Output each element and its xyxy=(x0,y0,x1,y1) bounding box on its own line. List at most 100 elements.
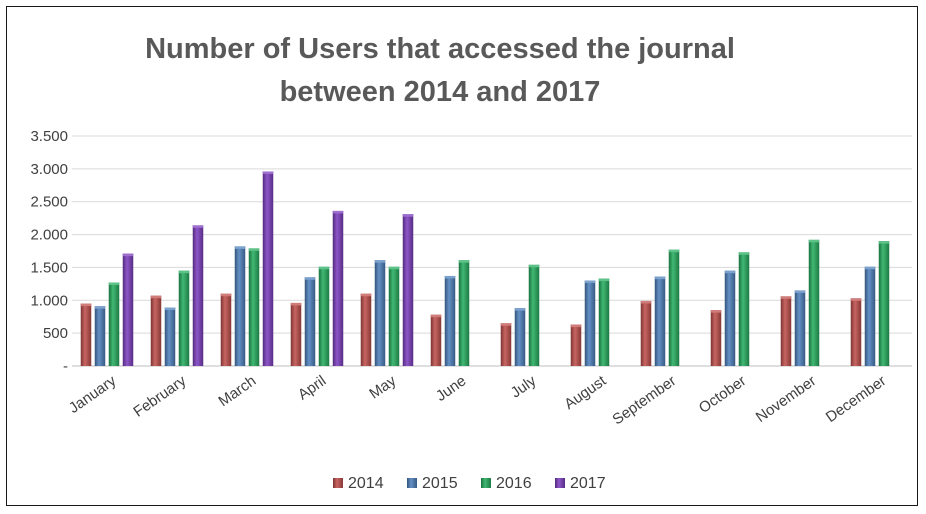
gridlines xyxy=(72,135,912,367)
bar-2017-january xyxy=(122,253,134,366)
bar-2017-may xyxy=(402,214,414,366)
bar-cap xyxy=(374,260,386,263)
bar-2017-february xyxy=(192,225,204,366)
x-tick-label-april: April xyxy=(295,372,329,403)
bar-2014-february xyxy=(150,295,162,366)
bar-2014-august xyxy=(570,324,582,366)
bar-2014-january xyxy=(80,303,92,366)
bar-cap xyxy=(584,280,596,284)
bar-cap xyxy=(150,295,162,299)
x-tick-label-july: July xyxy=(508,372,540,402)
bar-cap xyxy=(234,246,246,249)
legend-label-2016: 2016 xyxy=(496,475,532,492)
bar-cap xyxy=(430,314,442,318)
bar-cap xyxy=(262,171,274,174)
bar-2014-july xyxy=(500,323,512,366)
bar-2016-july xyxy=(528,264,540,366)
legend: 2014 2015 2016 2017 xyxy=(333,475,606,492)
bar-cap xyxy=(514,308,526,311)
bars xyxy=(80,171,890,366)
bar-cap xyxy=(332,210,344,214)
y-tick-label: 1.500 xyxy=(30,259,68,276)
bar-cap xyxy=(248,248,260,251)
chart-title-line-1: Number of Users that accessed the journa… xyxy=(145,33,735,65)
bar-2016-october xyxy=(738,252,750,366)
bar-2016-november xyxy=(808,239,820,366)
bar-2015-november xyxy=(794,290,806,366)
bar-2016-june xyxy=(458,260,470,366)
bar-cap xyxy=(318,266,330,270)
bar-2014-june xyxy=(430,314,442,366)
x-tick-label-august: August xyxy=(561,372,610,413)
x-tick-label-september: September xyxy=(609,372,679,428)
y-tick-label: 3.000 xyxy=(30,161,68,178)
bar-2015-june xyxy=(444,275,456,366)
bar-2015-october xyxy=(724,270,736,366)
bar-cap xyxy=(780,296,792,299)
bar-2014-november xyxy=(780,296,792,366)
bar-cap xyxy=(668,249,680,253)
bar-2017-april xyxy=(332,210,344,366)
bar-2014-march xyxy=(220,293,232,366)
bar-cap xyxy=(94,306,106,309)
x-tick-label-december: December xyxy=(823,372,889,426)
legend-swatch-2014 xyxy=(333,478,343,488)
bar-cap xyxy=(164,307,176,311)
x-tick-label-june: June xyxy=(433,372,469,405)
bar-2014-september xyxy=(640,300,652,366)
bar-2016-december xyxy=(878,241,890,366)
bar-2014-december xyxy=(850,298,862,366)
bar-2016-february xyxy=(178,270,190,366)
bar-2016-september xyxy=(668,249,680,366)
bar-cap xyxy=(290,302,302,306)
bar-cap xyxy=(850,298,862,301)
x-tick-label-january: January xyxy=(66,372,120,417)
bar-cap xyxy=(444,275,456,279)
chart-frame xyxy=(6,6,918,506)
y-tick-label: 500 xyxy=(43,325,68,342)
bar-cap xyxy=(192,225,204,228)
legend-label-2017: 2017 xyxy=(570,475,606,492)
bar-2016-january xyxy=(108,282,120,366)
bar-cap xyxy=(640,300,652,304)
bar-2016-april xyxy=(318,266,330,366)
legend-swatch-2017 xyxy=(555,478,565,488)
x-tick-label-may: May xyxy=(366,372,399,402)
y-tick-label: 3.500 xyxy=(30,128,68,145)
bar-cap xyxy=(304,277,316,280)
bar-cap xyxy=(360,293,372,297)
bar-cap xyxy=(570,324,582,328)
bar-2014-april xyxy=(290,302,302,366)
bar-cap xyxy=(528,264,540,268)
y-tick-label: 2.500 xyxy=(30,194,68,211)
x-tick-label-march: March xyxy=(215,372,259,410)
bar-cap xyxy=(388,266,400,270)
bar-cap xyxy=(220,293,232,297)
bar-cap xyxy=(794,290,806,293)
bar-2016-may xyxy=(388,266,400,366)
bar-cap xyxy=(80,303,92,307)
bar-2015-march xyxy=(234,246,246,366)
x-tick-label-october: October xyxy=(696,372,749,417)
y-tick-label: 2.000 xyxy=(30,227,68,244)
bar-2015-july xyxy=(514,308,526,366)
bar-cap xyxy=(724,270,736,274)
legend-label-2014: 2014 xyxy=(348,475,384,492)
bar-cap xyxy=(864,266,876,270)
bar-2016-march xyxy=(248,248,260,366)
x-axis-ticks: January February March April May June July Augu… xyxy=(66,372,889,428)
bar-cap xyxy=(500,323,512,326)
bar-2015-august xyxy=(584,280,596,366)
x-tick-label-november: November xyxy=(753,372,819,426)
bar-2015-january xyxy=(94,306,106,366)
bar-cap xyxy=(710,310,722,313)
y-tick-label: - xyxy=(63,358,68,375)
bar-cap xyxy=(808,239,820,243)
bar-2015-september xyxy=(654,276,666,366)
bar-2014-october xyxy=(710,310,722,366)
bar-2015-february xyxy=(164,307,176,366)
bar-cap xyxy=(598,278,610,282)
bar-cap xyxy=(878,241,890,244)
y-tick-label: 1.000 xyxy=(30,292,68,309)
